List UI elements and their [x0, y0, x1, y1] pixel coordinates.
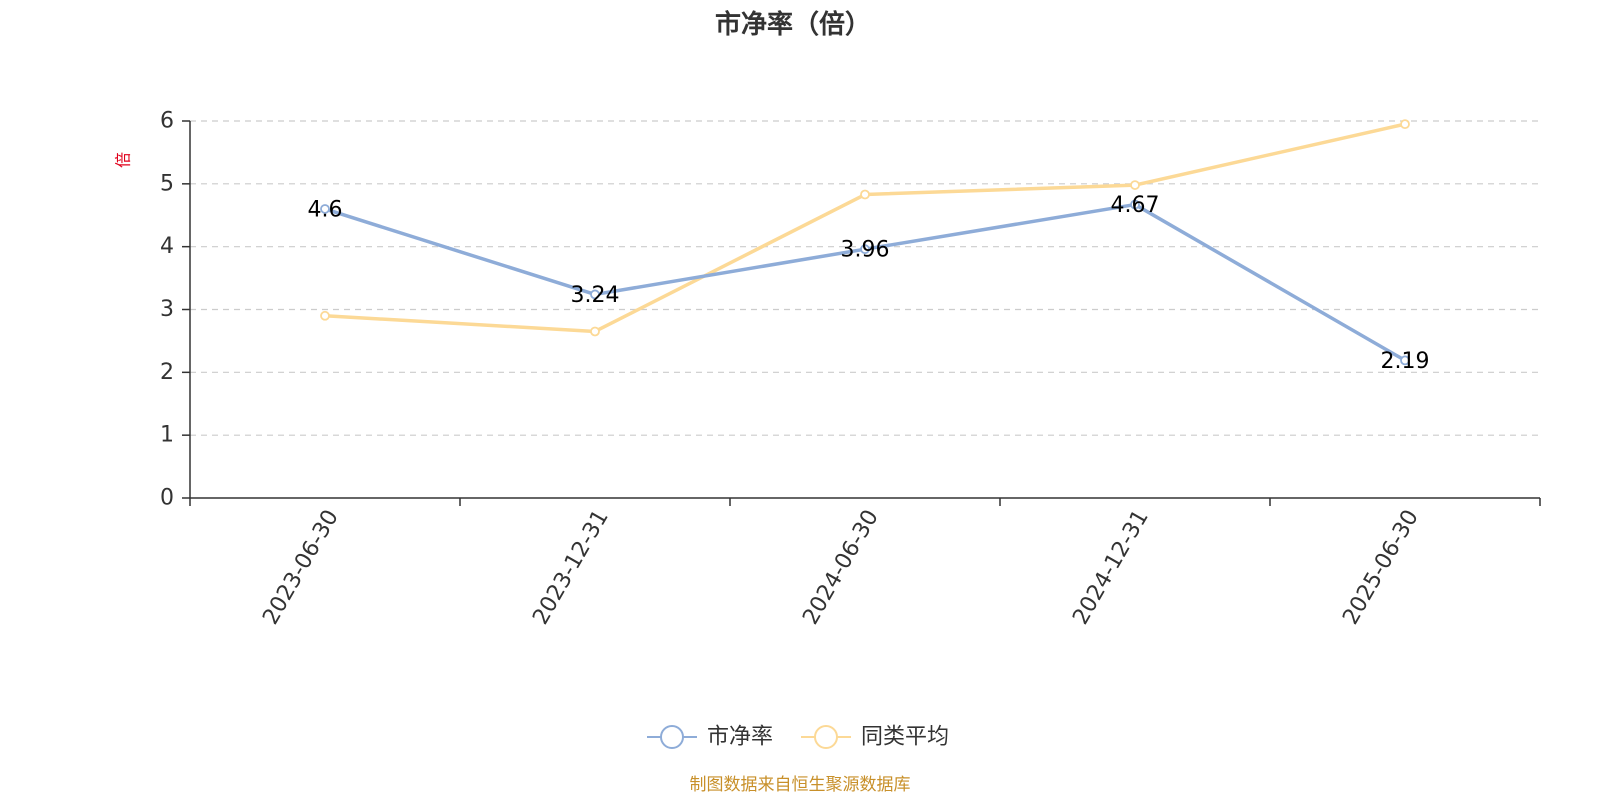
y-tick-label: 5: [160, 171, 174, 196]
data-label: 2.19: [1381, 349, 1430, 374]
y-tick-label: 0: [160, 486, 174, 511]
x-tick-label: 2023-12-31: [528, 506, 614, 629]
series-lines: [320, 119, 1410, 366]
legend-marker: [660, 725, 684, 749]
data-point[interactable]: [320, 310, 330, 321]
y-axis-ticks: 0 1 2 3 4 5 6: [160, 109, 174, 511]
y-tick-label: 3: [160, 297, 174, 322]
data-point[interactable]: [1400, 355, 1410, 366]
legend-item-0[interactable]: 市净率: [647, 725, 773, 750]
data-point[interactable]: [1130, 199, 1140, 210]
data-point[interactable]: [320, 204, 330, 214]
x-tick-label: 2023-06-30: [258, 506, 344, 629]
series-line-0: [323, 202, 1407, 363]
grid-lines: [190, 120, 1540, 436]
y-axis-label: 倍: [114, 152, 133, 168]
x-axis-ticks: 2023-06-30 2023-12-31 2024-06-30 2024-12-31…: [258, 506, 1424, 629]
data-point[interactable]: [590, 289, 600, 300]
data-label: 4.67: [1111, 193, 1160, 218]
chart-title: 市净率（倍）: [715, 9, 871, 40]
x-tick-label: 2024-06-30: [798, 506, 884, 629]
y-tick-label: 2: [160, 360, 174, 385]
data-point[interactable]: [590, 326, 600, 337]
source-note: 制图数据来自恒生聚源数据库: [690, 775, 911, 795]
legend-label: 同类平均: [861, 725, 949, 750]
data-point[interactable]: [1400, 119, 1410, 130]
y-tick-label: 6: [160, 109, 174, 134]
data-point[interactable]: [860, 189, 870, 200]
legend-item-1[interactable]: 同类平均: [801, 725, 949, 750]
x-tick-label: 2025-06-30: [1338, 506, 1424, 629]
data-point[interactable]: [1130, 180, 1140, 190]
legend-label: 市净率: [707, 725, 773, 750]
legend-marker: [814, 725, 838, 749]
data-label: 3.24: [571, 283, 620, 308]
legend[interactable]: 市净率 同类平均: [647, 725, 949, 750]
axes: [182, 120, 1541, 506]
data-labels: 4.6 3.24 3.96 4.67 2.19: [308, 193, 1430, 374]
data-label: 3.96: [841, 238, 890, 263]
x-tick-label: 2024-12-31: [1068, 506, 1154, 629]
y-tick-label: 1: [160, 423, 174, 448]
data-label: 4.6: [308, 197, 343, 222]
y-tick-label: 4: [160, 234, 174, 259]
data-point[interactable]: [860, 244, 870, 255]
series-line-1: [323, 122, 1407, 334]
